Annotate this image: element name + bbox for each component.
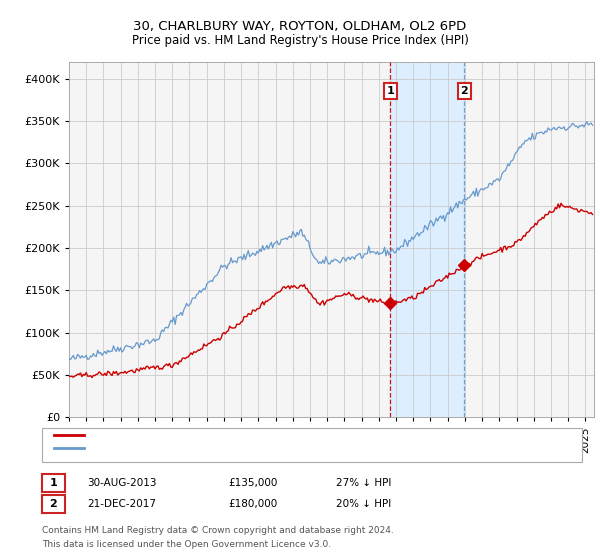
Text: Contains HM Land Registry data © Crown copyright and database right 2024.: Contains HM Land Registry data © Crown c… bbox=[42, 526, 394, 535]
Text: 21-DEC-2017: 21-DEC-2017 bbox=[87, 499, 156, 509]
Text: 20% ↓ HPI: 20% ↓ HPI bbox=[336, 499, 391, 509]
Bar bbox=[390, 62, 464, 417]
Text: £180,000: £180,000 bbox=[228, 499, 277, 509]
Text: £135,000: £135,000 bbox=[228, 478, 277, 488]
Text: 27% ↓ HPI: 27% ↓ HPI bbox=[336, 478, 391, 488]
Text: 2: 2 bbox=[461, 86, 468, 96]
Text: This data is licensed under the Open Government Licence v3.0.: This data is licensed under the Open Gov… bbox=[42, 540, 331, 549]
Text: 30, CHARLBURY WAY, ROYTON, OLDHAM, OL2 6PD (detached house): 30, CHARLBURY WAY, ROYTON, OLDHAM, OL2 6… bbox=[93, 430, 449, 440]
Text: 1: 1 bbox=[386, 86, 394, 96]
Text: 30, CHARLBURY WAY, ROYTON, OLDHAM, OL2 6PD: 30, CHARLBURY WAY, ROYTON, OLDHAM, OL2 6… bbox=[133, 20, 467, 32]
Text: 2: 2 bbox=[50, 499, 57, 509]
Text: HPI: Average price, detached house, Oldham: HPI: Average price, detached house, Oldh… bbox=[93, 443, 327, 453]
Text: 30-AUG-2013: 30-AUG-2013 bbox=[87, 478, 157, 488]
Text: 1: 1 bbox=[50, 478, 57, 488]
Text: Price paid vs. HM Land Registry's House Price Index (HPI): Price paid vs. HM Land Registry's House … bbox=[131, 34, 469, 46]
